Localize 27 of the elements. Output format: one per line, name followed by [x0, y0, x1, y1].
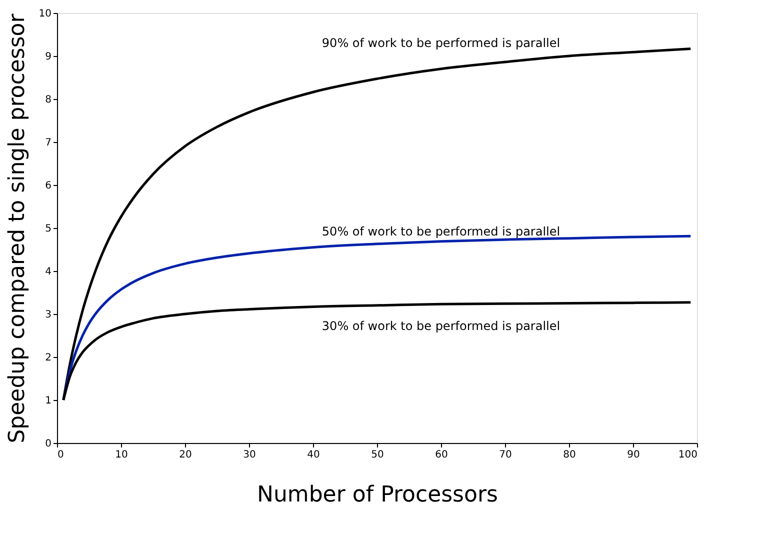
y-tick-label: 9	[45, 52, 52, 62]
x-tick-label: 50	[371, 450, 384, 460]
series-label: 30% of work to be performed is parallel	[322, 319, 560, 334]
y-tick-label: 5	[45, 224, 52, 234]
y-tick-label: 0	[45, 438, 52, 450]
x-axis-title: Number of Processors	[257, 482, 498, 508]
x-tick-label: 80	[563, 450, 576, 460]
y-tick-label: 1	[45, 396, 52, 406]
y-axis-title: Speedup compared to single processor	[4, 12, 30, 444]
x-tick-label: 70	[499, 450, 512, 460]
y-tick-label: 10	[38, 8, 52, 20]
x-tick-label: 20	[179, 450, 192, 460]
series-label: 90% of work to be performed is parallel	[322, 36, 560, 50]
x-tick-label: 0	[58, 450, 64, 460]
y-tick-label: 3	[45, 310, 52, 320]
y-tick-label: 7	[45, 138, 52, 148]
x-tick-label: 60	[435, 450, 448, 460]
x-tick-label: 10	[115, 450, 128, 460]
y-tick-label: 2	[45, 352, 52, 364]
y-tick-label: 8	[45, 94, 52, 106]
x-tick-label: 100	[678, 450, 698, 460]
x-tick-label: 30	[243, 450, 256, 460]
x-tick-label: 90	[627, 450, 640, 460]
x-tick-label: 40	[307, 450, 320, 460]
y-tick-label: 6	[45, 180, 52, 192]
series-label: 50% of work to be performed is parallel	[322, 224, 560, 238]
y-tick-label: 4	[45, 266, 52, 278]
